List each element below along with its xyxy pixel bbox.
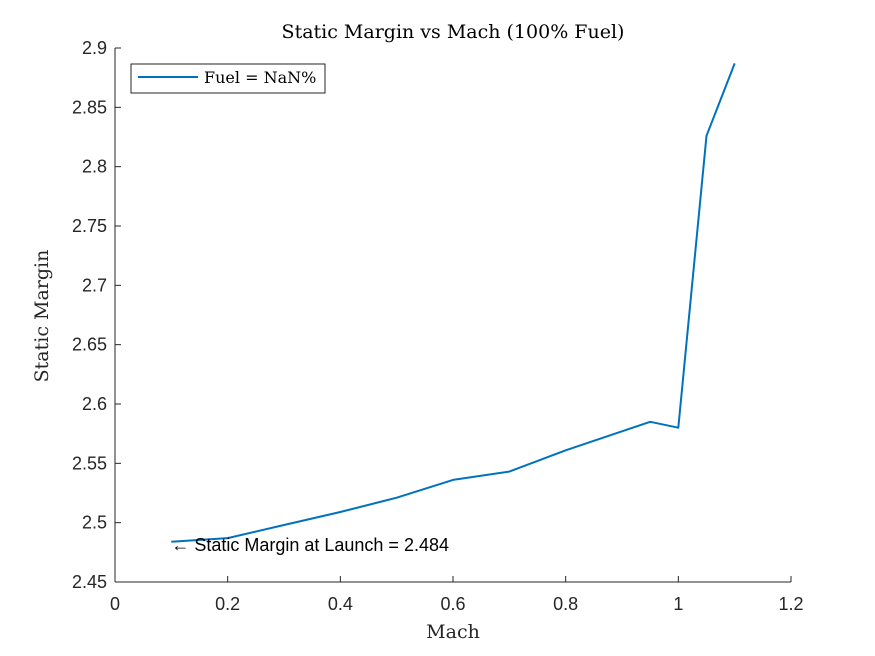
- series-line: [171, 63, 736, 543]
- y-tick-label: 2.7: [82, 275, 107, 295]
- x-tick-label: 0.8: [553, 594, 578, 614]
- y-tick-label: 2.8: [82, 157, 107, 177]
- y-tick-label: 2.65: [72, 335, 107, 355]
- y-tick-label: 2.55: [72, 453, 107, 473]
- x-tick-label: 1: [673, 594, 683, 614]
- y-tick-label: 2.75: [72, 216, 107, 236]
- x-tick-label: 0.6: [440, 594, 465, 614]
- x-axis-ticks: 0 0.2 0.4 0.6 0.8 1 1.2: [110, 576, 804, 614]
- x-tick-label: 0.4: [328, 594, 353, 614]
- plot-area: 0 0.2 0.4 0.6 0.8 1 1.2 2.452.52.552.62.652.72…: [72, 38, 804, 614]
- launch-annotation: ← Static Margin at Launch = 2.484: [171, 535, 449, 555]
- y-axis-label: Static Margin: [31, 250, 53, 383]
- y-tick-label: 2.85: [72, 97, 107, 117]
- y-tick-label: 2.6: [82, 394, 107, 414]
- x-axis-label: Mach: [426, 621, 480, 643]
- y-tick-label: 2.45: [72, 572, 107, 592]
- y-axis-ticks: 2.45 2.5 2.55 2.6 2.65 2.7 2.75 2.8 2.85 2.9: [72, 38, 121, 592]
- legend-box: [130, 63, 326, 94]
- x-tick-label: 0: [110, 594, 120, 614]
- legend: Fuel = NaN%: [130, 63, 326, 94]
- x-tick-label: 1.2: [778, 594, 803, 614]
- legend-label: Fuel = NaN%: [204, 68, 316, 87]
- y-tick-label: 2.5: [82, 513, 107, 533]
- chart-title: Static Margin vs Mach (100% Fuel): [282, 21, 625, 43]
- y-tick-label: 2.9: [82, 38, 107, 58]
- series-layer: [171, 63, 736, 543]
- x-tick-label: 0.2: [215, 594, 240, 614]
